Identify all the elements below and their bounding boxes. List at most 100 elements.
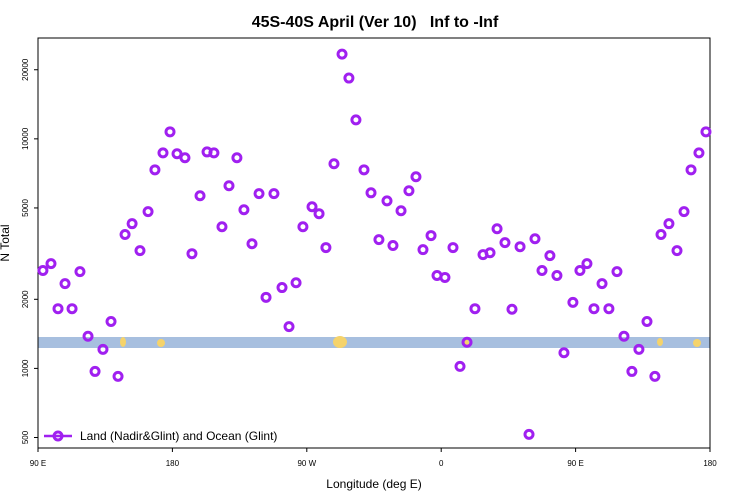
point [558,347,570,359]
x-tick-label: 0 [439,459,444,468]
point [523,428,535,440]
point [97,343,109,355]
point [194,190,206,202]
point [89,365,101,377]
point [663,218,675,230]
point [655,229,667,241]
point [283,321,295,333]
x-tick-label: 90 E [567,459,583,468]
point [626,365,638,377]
point [649,370,661,382]
point [700,126,712,138]
point [373,234,385,246]
point [499,237,511,249]
point [105,316,117,328]
point [618,330,630,342]
point [581,258,593,270]
point [126,218,138,230]
point [179,152,191,164]
point [313,208,325,220]
x-tick-label: 180 [703,459,717,468]
chart-title: 45S-40S April (Ver 10) Inf to -Inf [252,14,499,31]
point [491,223,503,235]
y-axis-label: N Total [0,224,12,261]
point [469,303,481,315]
band-spot [333,336,347,348]
point [186,248,198,260]
series [37,48,712,440]
point [641,316,653,328]
x-tick-label: 180 [166,459,180,468]
point [574,264,586,276]
plot-frame [37,37,711,449]
point [260,291,272,303]
point [596,278,608,290]
point [544,250,556,262]
point [685,164,697,176]
y-tick-label: 10000 [21,127,30,150]
point [514,241,526,253]
y-tick-label: 2000 [21,290,30,308]
band-spot [157,339,165,347]
legend-entry: Land (Nadir&Glint) and Ocean (Glint) [44,429,277,443]
point [119,229,131,241]
surface-band [38,336,710,348]
y-tick-label: 500 [21,430,30,444]
point [306,201,318,213]
point [439,271,451,283]
point [297,221,309,233]
point [216,221,228,233]
point [567,296,579,308]
point [238,204,250,216]
point [529,233,541,245]
legend-label: Land (Nadir&Glint) and Ocean (Glint) [80,429,277,443]
point [381,195,393,207]
point [74,266,86,278]
point [633,343,645,355]
point [506,303,518,315]
x-tick-label: 90 W [297,459,316,468]
point [484,247,496,259]
y-tick-label: 5000 [21,198,30,216]
point [336,48,348,60]
point [461,336,473,348]
point [231,152,243,164]
point [59,278,71,290]
band-spot [693,339,701,347]
point [223,180,235,192]
point [171,148,183,160]
band-spot [657,338,663,346]
point [276,282,288,294]
point [395,205,407,217]
point [66,303,78,315]
point [157,147,169,159]
point [134,245,146,257]
point [693,147,705,159]
x-axis-label: Longitude (deg E) [326,477,421,491]
point [403,185,415,197]
point [253,188,265,200]
point [350,114,362,126]
legend-marker [52,430,64,442]
point [149,164,161,176]
point [45,258,57,270]
x-tick-label: 90 E [30,459,46,468]
point [536,264,548,276]
point [454,360,466,372]
point [268,188,280,200]
y-tick-label: 1000 [21,359,30,377]
point [551,269,563,281]
point [387,240,399,252]
point [678,206,690,218]
point [37,264,49,276]
point [164,126,176,138]
y-tick-label: 20000 [21,58,30,81]
point [246,238,258,250]
point [290,277,302,289]
point [112,370,124,382]
point [588,303,600,315]
point [417,244,429,256]
point [52,303,64,315]
point [410,171,422,183]
